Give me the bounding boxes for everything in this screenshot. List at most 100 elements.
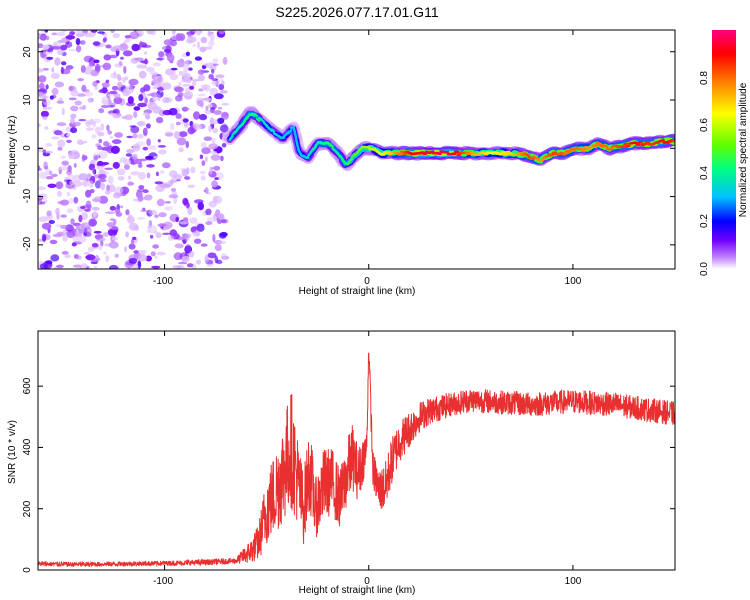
noise-blob [49,95,54,100]
noise-blob [152,244,160,249]
noise-blob [98,178,107,183]
noise-blob [170,67,178,71]
noise-blob [70,118,75,124]
noise-blob [173,173,183,180]
noise-blob [39,263,48,269]
noise-blob [140,209,148,213]
noise-blob [125,231,129,238]
noise-blob [146,123,151,129]
noise-blob [186,167,190,175]
noise-blob [98,195,109,204]
noise-blob [146,30,154,35]
noise-blob [175,216,179,223]
noise-blob [51,46,61,50]
noise-blob [128,78,139,86]
noise-blob [154,181,163,185]
noise-blob [175,121,181,126]
noise-blob [84,226,92,235]
noise-blob [221,102,229,106]
colorbar-gradient [712,30,736,269]
noise-blob [39,89,46,92]
noise-blob [98,108,105,114]
noise-blob [51,173,58,177]
noise-blob [58,166,68,171]
noise-blob [44,166,49,170]
noise-blob [113,71,117,77]
noise-blob [51,67,55,73]
noise-blob [160,170,165,174]
noise-blob [151,265,161,269]
noise-blob [191,79,200,82]
noise-blob [201,147,211,155]
noise-blob [117,168,126,176]
noise-blob [169,229,178,237]
noise-blob [105,79,110,84]
ridge-segment [613,144,619,148]
noise-blob [133,57,144,61]
noise-blob [85,254,96,261]
noise-blob [180,78,188,83]
noise-blob [92,210,97,217]
noise-blob [107,175,114,184]
noise-blob [78,173,88,181]
ridge-segment [549,153,555,157]
noise-blob [170,122,175,131]
noise-blob [100,123,105,131]
ridge-segment [250,112,256,117]
noise-blob [178,147,184,153]
noise-blob [146,229,151,233]
noise-blob [39,201,46,205]
x-tick-label: 100 [565,276,582,287]
noise-blob [92,168,96,175]
noise-blob [76,45,82,53]
noise-blob [174,243,184,249]
noise-blob [133,106,141,111]
noise-blob [145,155,154,160]
ridge-segment [530,156,535,161]
noise-blob [80,223,86,232]
noise-blob [138,254,148,262]
noise-blob [130,239,135,245]
noise-blob [112,139,122,145]
noise-blob [69,180,76,186]
noise-blob [109,218,115,222]
noise-blob [103,146,112,152]
noise-blob [113,93,121,99]
noise-blob [59,224,69,229]
noise-blob [38,75,47,83]
ridge-segment [623,142,629,146]
noise-blob [197,74,206,82]
noise-blob [55,181,64,190]
noise-blob [68,198,74,204]
noise-blob [96,162,106,167]
noise-blob [173,131,180,140]
noise-blob [178,82,182,86]
noise-blob [144,97,148,104]
noise-blob [170,188,177,192]
noise-blob [146,164,155,168]
noise-blob [184,60,189,67]
noise-blob [190,166,196,174]
noise-blob [70,155,75,158]
noise-blob [184,233,190,242]
noise-blob [109,90,118,95]
noise-blob [219,232,228,237]
noise-blob [81,212,88,221]
colorbar-tick-label: 0.4 [699,166,710,180]
noise-blob [91,242,99,248]
noise-blob [124,246,128,253]
noise-blob [99,88,109,93]
spectrogram-x-tick-labels: -100 0 100 [153,276,582,287]
noise-blob [51,136,60,140]
noise-blob [71,242,77,247]
noise-blob [153,156,158,159]
noise-blob [210,167,217,170]
noise-blob [45,35,50,41]
noise-blob [194,238,202,244]
noise-blob [147,101,157,110]
noise-blob [212,234,216,243]
colorbar-tick-label: 0.6 [699,118,710,132]
spectrogram-noise [38,30,229,269]
noise-blob [132,133,138,139]
x-tick-label: 100 [565,576,582,587]
